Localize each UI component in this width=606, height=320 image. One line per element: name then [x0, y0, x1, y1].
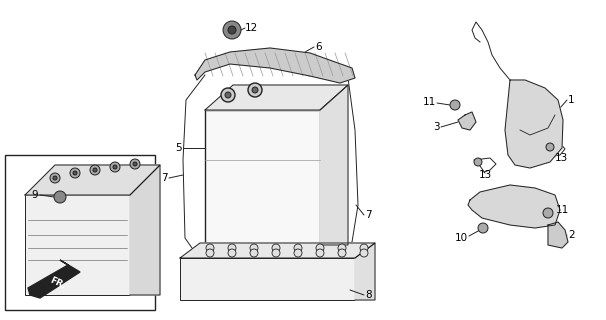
Polygon shape — [180, 243, 375, 258]
Circle shape — [133, 162, 137, 166]
Circle shape — [360, 244, 368, 252]
Circle shape — [272, 244, 280, 252]
Text: 9: 9 — [32, 190, 38, 200]
Circle shape — [206, 244, 214, 252]
Circle shape — [50, 173, 60, 183]
Text: 7: 7 — [161, 173, 168, 183]
Polygon shape — [130, 165, 160, 295]
Bar — [205, 110, 320, 245]
Circle shape — [250, 244, 258, 252]
Circle shape — [228, 244, 236, 252]
Circle shape — [546, 143, 554, 151]
Circle shape — [543, 208, 553, 218]
Circle shape — [225, 92, 231, 98]
Circle shape — [294, 244, 302, 252]
Circle shape — [73, 171, 77, 175]
Bar — [25, 195, 130, 295]
Polygon shape — [468, 185, 560, 228]
Text: 10: 10 — [455, 233, 468, 243]
Text: 2: 2 — [568, 230, 574, 240]
Circle shape — [252, 87, 258, 93]
Polygon shape — [28, 260, 80, 298]
Circle shape — [450, 100, 460, 110]
Circle shape — [223, 21, 241, 39]
Circle shape — [360, 249, 368, 257]
Circle shape — [272, 249, 280, 257]
Circle shape — [206, 249, 214, 257]
Circle shape — [338, 249, 346, 257]
Circle shape — [228, 26, 236, 34]
Circle shape — [93, 168, 97, 172]
Text: 8: 8 — [365, 290, 371, 300]
Text: FR.: FR. — [48, 276, 67, 291]
Circle shape — [250, 249, 258, 257]
Circle shape — [113, 165, 117, 169]
Text: 5: 5 — [175, 143, 182, 153]
Polygon shape — [458, 112, 476, 130]
Polygon shape — [505, 80, 563, 168]
Circle shape — [130, 159, 140, 169]
Circle shape — [110, 162, 120, 172]
Circle shape — [70, 168, 80, 178]
Circle shape — [54, 191, 66, 203]
Polygon shape — [205, 85, 348, 110]
Text: 6: 6 — [315, 42, 322, 52]
Text: 7: 7 — [365, 210, 371, 220]
Circle shape — [228, 249, 236, 257]
Text: 11: 11 — [423, 97, 436, 107]
Circle shape — [53, 176, 57, 180]
Text: 11: 11 — [556, 205, 569, 215]
Circle shape — [221, 88, 235, 102]
Circle shape — [307, 67, 313, 73]
Text: 13: 13 — [555, 153, 568, 163]
Circle shape — [316, 249, 324, 257]
Text: 13: 13 — [478, 170, 491, 180]
Text: 1: 1 — [568, 95, 574, 105]
Bar — [180, 258, 355, 300]
Circle shape — [294, 249, 302, 257]
Polygon shape — [548, 222, 568, 248]
Circle shape — [248, 83, 262, 97]
Text: 12: 12 — [245, 23, 258, 33]
Text: 3: 3 — [433, 122, 440, 132]
Polygon shape — [320, 85, 348, 245]
Circle shape — [474, 158, 482, 166]
Circle shape — [478, 223, 488, 233]
Circle shape — [90, 165, 100, 175]
Circle shape — [338, 244, 346, 252]
Circle shape — [316, 244, 324, 252]
Polygon shape — [25, 165, 160, 195]
Polygon shape — [355, 243, 375, 300]
Text: -12: -12 — [323, 63, 340, 73]
Bar — [5, 155, 155, 310]
Circle shape — [304, 64, 316, 76]
Polygon shape — [195, 48, 355, 83]
